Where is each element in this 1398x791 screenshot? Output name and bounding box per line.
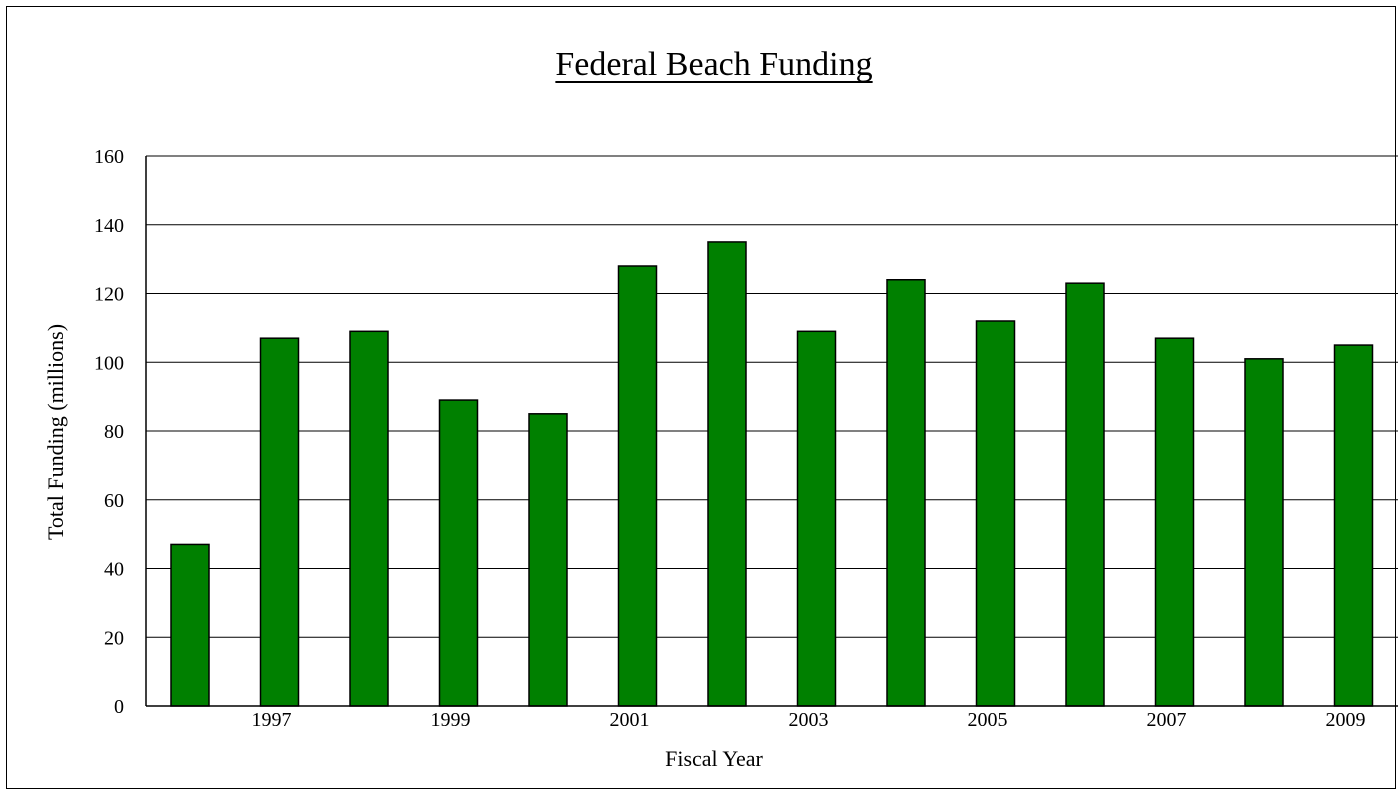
y-tick-label: 120 xyxy=(94,284,124,306)
x-tick-label: 2003 xyxy=(789,709,829,731)
x-tick-label: 1997 xyxy=(252,709,292,731)
bar-2007 xyxy=(1154,337,1195,707)
bars xyxy=(170,241,1374,707)
gridlines xyxy=(146,155,1398,638)
bar-2006 xyxy=(1065,282,1105,707)
bar-2003 xyxy=(796,330,837,707)
bar-2002 xyxy=(707,241,747,707)
bar-2005 xyxy=(975,320,1016,707)
bar-1997 xyxy=(259,337,300,707)
bar-2001 xyxy=(617,265,658,707)
chart-title: Federal Beach Funding xyxy=(555,46,872,83)
x-tick-label: 1999 xyxy=(431,709,471,731)
bar-2004 xyxy=(886,279,926,707)
x-tick-label: 2007 xyxy=(1147,709,1187,731)
x-tick-label: 2001 xyxy=(610,709,650,731)
y-tick-label: 40 xyxy=(104,559,124,581)
y-tick-label: 160 xyxy=(94,146,124,168)
y-tick-label: 140 xyxy=(94,215,124,237)
bar-2000 xyxy=(528,413,568,707)
x-axis-label: Fiscal Year xyxy=(665,746,763,771)
y-tick-label: 80 xyxy=(104,421,124,443)
y-axis-label: Total Funding (millions) xyxy=(43,324,68,540)
y-tick-label: 20 xyxy=(104,627,124,649)
bar-2009 xyxy=(1333,344,1374,707)
bar-1998 xyxy=(349,330,389,707)
y-tick-labels: 0 20 40 60 80 100 120 140 160 xyxy=(94,146,124,718)
bar-1996 xyxy=(170,543,210,707)
y-tick-label: 0 xyxy=(114,696,124,718)
y-tick-label: 60 xyxy=(104,490,124,512)
x-tick-labels: 1997 1999 2001 2003 2005 2007 2009 xyxy=(252,709,1366,731)
x-tick-label: 2005 xyxy=(968,709,1008,731)
y-tick-label: 100 xyxy=(94,352,124,374)
axes xyxy=(145,156,1398,707)
bar-1999 xyxy=(438,399,479,707)
bar-2008 xyxy=(1244,358,1284,707)
x-tick-label: 2009 xyxy=(1326,709,1366,731)
